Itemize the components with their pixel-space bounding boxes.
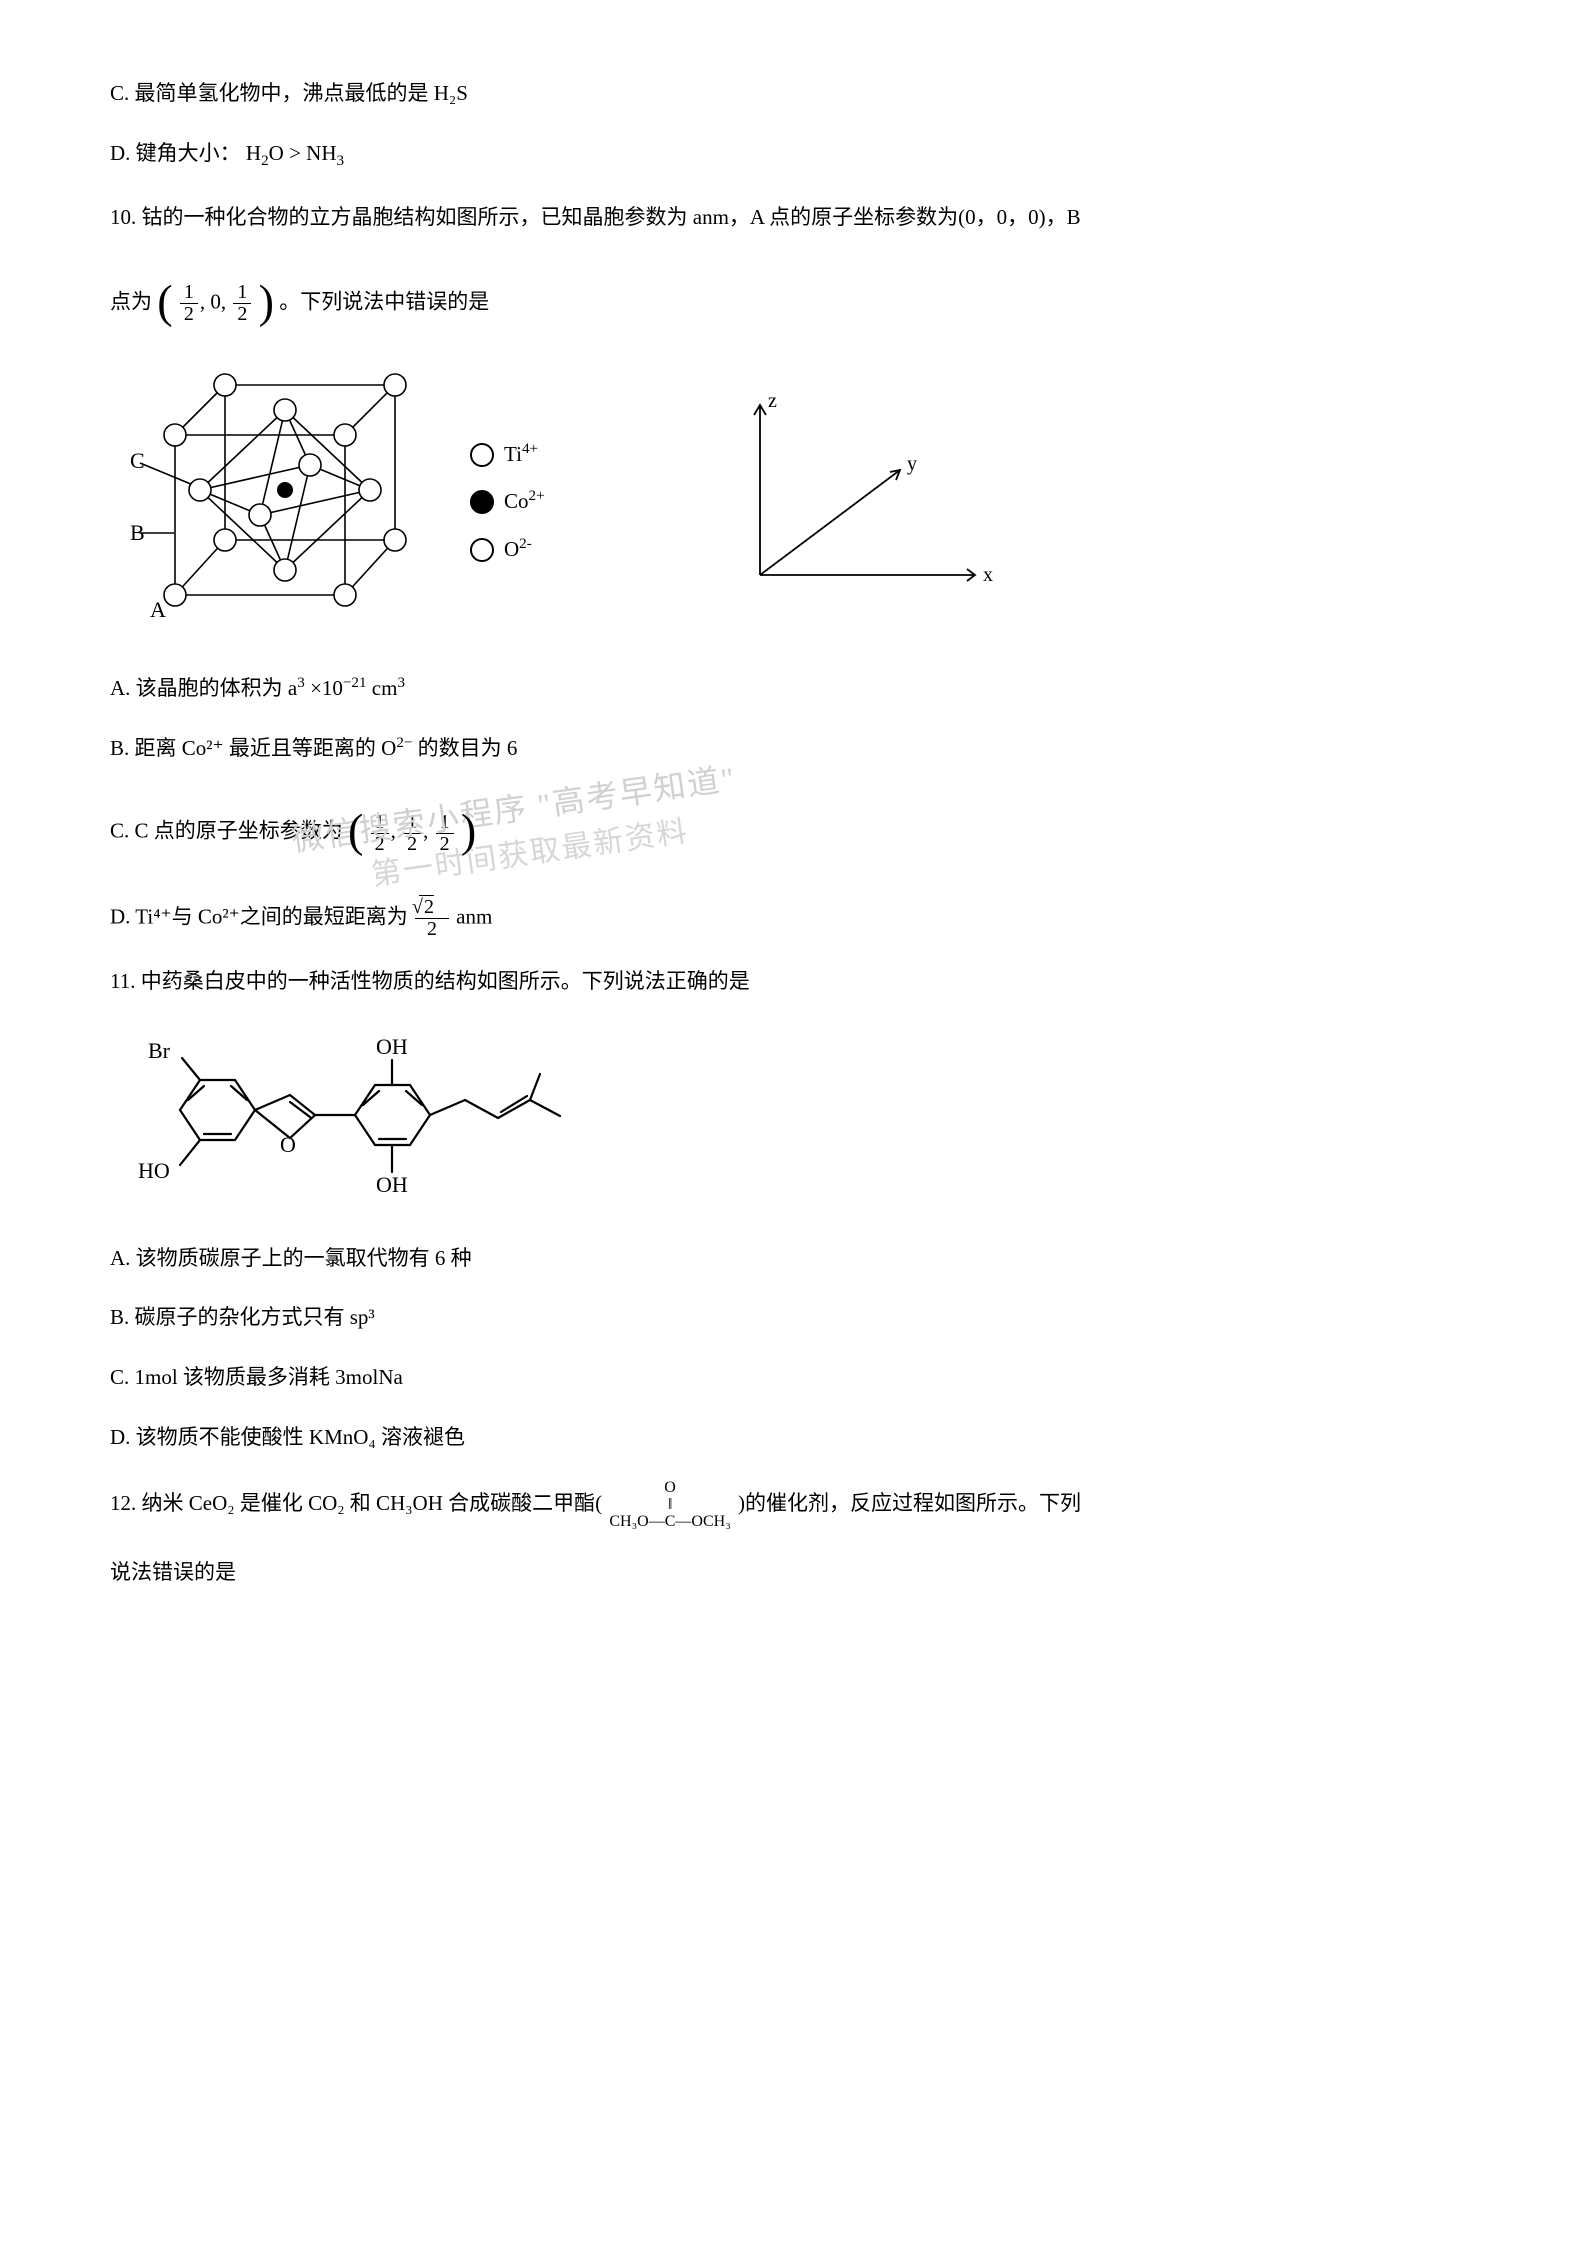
coordC-c: 12 [436,812,454,855]
legend-o-label: O2- [504,530,532,570]
legend-co: Co2+ [470,482,545,522]
coordB-z: 12 [233,282,251,325]
q10-stem-b-post: 。下列说法中错误的是 [279,289,489,313]
q10-optC-pre: C. C 点的原子坐标参数为 [110,819,343,843]
svg-text:y: y [907,453,917,475]
q10-optD-pre: D. Ti⁴⁺与 Co²⁺之间的最短距离为 [110,904,413,928]
legend-co-label: Co2+ [504,482,545,522]
svg-text:OH: OH [376,1034,408,1059]
q11-optB-text: B. 碳原子的杂化方式只有 sp³ [110,1305,375,1329]
q10-option-c: C. C 点的原子坐标参数为 ( 12, 12, 12 ) [110,789,1487,877]
q10-option-a: A. 该晶胞的体积为 a3 ×10−21 cm3 [110,669,1487,709]
q12-post: )的催化剂，反应过程如图所示。下列 [738,1491,1081,1515]
q11-molecule-diagram: Br HO O OH OH [120,1020,1487,1214]
svg-text:z: z [768,390,777,412]
svg-text:x: x [983,564,993,586]
coordB-y: 0 [210,289,221,313]
q9-option-d: D. 键角大小： H2O > NH3 [110,134,1487,176]
circle-icon [470,538,494,562]
q9-optD-pre: D. 键角大小： [110,141,241,165]
svg-text:Br: Br [148,1038,171,1063]
axis-diagram: z y x [705,385,1005,619]
svg-text:HO: HO [138,1158,170,1183]
q12-line2-text: 说法错误的是 [110,1560,236,1584]
q10-figure-row: C B A Ti4+ Co2+ O2- [120,365,1487,639]
q11-stem-text: 11. 中药桑白皮中的一种活性物质的结构如图所示。下列说法正确的是 [110,969,750,993]
q12-stem-line1: 12. 纳米 CeO₂ 是催化 CO₂ 和 CH₃OH 合成碳酸二甲酯( O ‖… [110,1480,1487,1530]
q10-stem-line1: 10. 钴的一种化合物的立方晶胞结构如图所示，已知晶胞参数为 anm，A 点的原… [110,198,1487,238]
q11-optD-text: D. 该物质不能使酸性 KMnO₄ 溶液褪色 [110,1425,465,1449]
coordC-b: 12 [403,812,421,855]
label-C: C [130,448,145,473]
crystal-legend: Ti4+ Co2+ O2- [470,427,545,579]
q10-optD-post: anm [456,904,492,928]
q11-option-d: D. 该物质不能使酸性 KMnO₄ 溶液褪色 [110,1418,1487,1458]
q11-optA-text: A. 该物质碳原子上的一氯取代物有 6 种 [110,1246,472,1270]
q10-stem-b-pre: 点为 [110,289,152,313]
label-B: B [130,520,145,545]
q10-option-b: B. 距离 Co²⁺ 最近且等距离的 O2− 的数目为 6 [110,729,1487,769]
q9-option-c: C. 最简单氢化物中，沸点最低的是 H₂S [110,74,1487,114]
q10-optA-formula: a3 ×10−21 cm3 [288,676,405,700]
q9-optC-text: C. 最简单氢化物中，沸点最低的是 H₂S [110,81,468,105]
q10-option-d: D. Ti⁴⁺与 Co²⁺之间的最短距离为 2√ 2 anm [110,897,1487,940]
lparen-icon: ( [348,805,363,856]
coordB-x: 12 [180,282,198,325]
crystal-cube-diagram: C B A [120,365,430,639]
legend-o: O2- [470,530,545,570]
q10-optB-post: 的数目为 6 [418,736,518,760]
rparen-icon: ) [259,276,274,327]
q11-option-b: B. 碳原子的杂化方式只有 sp³ [110,1298,1487,1338]
svg-text:O: O [280,1132,296,1157]
q11-optC-text: C. 1mol 该物质最多消耗 3molNa [110,1365,403,1389]
q10-stem-line2: 点为 ( 12, 0, 12 ) 。下列说法中错误的是 [110,260,1487,348]
q10-optB-pre: B. 距离 Co²⁺ 最近且等距离的 [110,736,381,760]
q12-stem-line2: 说法错误的是 [110,1553,1487,1593]
circle-icon [470,443,494,467]
dimethyl-carbonate-formula: O ‖ CH₃O—C—OCH₃ [609,1480,730,1530]
q10-optA-pre: A. 该晶胞的体积为 [110,676,288,700]
rparen-icon: ) [461,805,476,856]
q12-pre: 12. 纳米 CeO₂ 是催化 CO₂ 和 CH₃OH 合成碳酸二甲酯( [110,1491,602,1515]
coordC-a: 12 [371,812,389,855]
q10-stem-a: 10. 钴的一种化合物的立方晶胞结构如图所示，已知晶胞参数为 anm，A 点的原… [110,205,1081,229]
q10-optD-frac: 2√ 2 [415,897,449,940]
q9-optD-formula: H2O > NH3 [246,141,344,165]
q11-option-c: C. 1mol 该物质最多消耗 3molNa [110,1358,1487,1398]
solid-circle-icon [470,490,494,514]
q10-optB-mid: O2− [381,736,412,760]
svg-text:OH: OH [376,1172,408,1197]
label-A: A [150,597,166,622]
legend-ti-label: Ti4+ [504,435,538,475]
legend-ti: Ti4+ [470,435,545,475]
q11-stem: 11. 中药桑白皮中的一种活性物质的结构如图所示。下列说法正确的是 [110,962,1487,1002]
lparen-icon: ( [157,276,172,327]
q11-option-a: A. 该物质碳原子上的一氯取代物有 6 种 [110,1239,1487,1279]
